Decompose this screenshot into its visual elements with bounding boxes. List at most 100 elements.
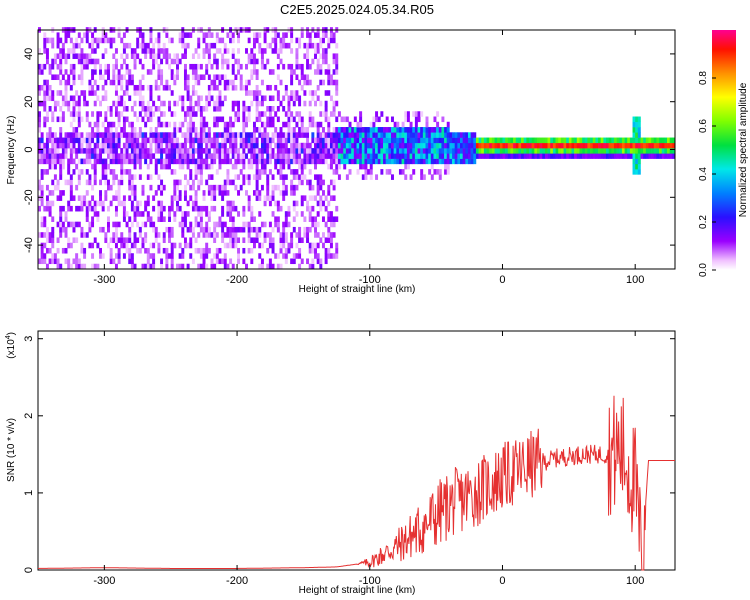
spectrogram-cell [321,53,325,59]
spectrogram-cell [629,137,633,144]
spectrogram-cell [223,142,227,149]
spectrogram-cell [290,237,294,244]
spectrogram-cell [478,153,482,159]
spectrogram-cell [231,84,235,91]
spectrogram-cell [213,253,217,259]
spectrogram-cell [72,158,76,165]
spectrogram-cell [383,158,386,165]
spectrogram-cell [207,137,211,144]
spectrogram-cell [231,179,235,186]
spectrogram-cell [292,95,296,102]
spectrogram-cell [85,205,89,212]
spectrogram-cell [271,263,275,270]
spectrogram-cell [274,216,278,222]
spectrogram-cell [398,158,402,165]
spectrogram-cell [202,190,206,196]
spectrogram-cell [521,142,525,149]
spectrogram-cell [526,148,530,154]
spectrogram-cell [210,158,214,165]
spectrogram-cell [669,137,673,144]
spectrogram-cell [128,232,132,238]
spectrogram-cell [542,142,546,149]
spectrogram-cell [45,142,49,149]
spectrogram-cell [425,148,429,154]
spectrogram-cell [237,258,241,265]
spectrogram-cell [51,242,55,249]
spectrogram-cell [295,253,299,259]
spectrogram-cell [523,142,527,149]
spectrogram-cell [574,137,578,144]
spectrogram-cell [300,195,304,201]
spectrogram-cell [83,232,87,238]
spectrogram-cell [51,90,55,96]
spectrogram-cell [242,127,246,133]
spectrogram-cell [122,74,126,81]
spectrogram-cell [170,195,174,201]
y-tick-label: 0 [23,146,35,152]
spectrogram-cell [152,258,156,265]
spectrogram-cell [292,205,296,212]
spectrogram-cell [226,211,230,217]
spectrogram-cell [114,232,118,238]
spectrogram-cell [133,142,137,149]
spectrogram-cell [250,205,254,212]
spectrogram-cell [292,148,296,154]
spectrogram-cell [104,116,108,123]
spectrogram-cell [149,84,153,91]
spectrogram-cell [183,195,187,201]
spectrogram-cell [128,195,132,201]
spectrogram-cell [146,200,150,207]
spectrogram-cell [165,79,169,86]
spectrogram-cell [181,247,185,254]
spectrogram-cell [64,211,68,217]
spectrogram-cell [279,190,283,196]
spectrogram-cell [122,106,126,112]
spectrogram-cell [300,258,304,265]
spectrogram-cell [157,69,161,75]
spectrogram-cell [93,100,97,107]
spectrogram-cell [51,116,55,123]
spectrogram-cell [351,127,355,133]
spectrogram-cell [199,153,203,159]
spectrogram-cell [425,153,429,159]
spectrogram-cell [276,169,280,175]
spectrogram-cell [321,111,325,117]
spectrogram-cell [189,153,193,159]
spectrogram-cell [247,132,251,138]
spectrogram-cell [659,148,663,154]
spectrogram-cell [245,121,248,128]
spectrogram-cell [38,179,41,186]
spectrogram-cell [489,142,493,149]
spectrogram-cell [205,63,209,70]
spectrogram-cell [526,142,530,149]
spectrogram-cell [96,200,100,207]
spectrogram-cell [138,58,142,65]
spectrogram-cell [64,148,68,154]
spectrogram-cell [263,142,267,149]
spectrogram-cell [181,211,185,217]
spectrogram-cell [284,190,288,196]
spectrogram-cell [523,148,527,154]
spectrogram-cell [170,148,174,154]
spectrogram-cell [85,211,89,217]
spectrogram-cell [154,106,158,112]
spectrogram-cell [178,32,182,38]
spectrogram-cell [223,42,227,49]
spectrogram-cell [311,216,315,222]
spectrogram-cell [343,116,347,123]
spectrogram-cell [197,106,201,112]
spectrogram-cell [191,106,195,112]
spectrogram-cell [584,142,588,149]
spectrogram-cell [263,137,267,144]
spectrogram-cell [391,127,394,133]
spectrogram-cell [637,158,641,165]
spectrogram-cell [542,153,546,159]
spectrogram-cell [298,37,302,44]
spectrogram-cell [165,148,169,154]
spectrogram-cell [165,58,169,65]
spectrogram-cell [72,95,76,102]
spectrogram-cell [215,169,219,175]
spectrogram-cell [489,137,493,144]
spectrogram-cell [186,132,190,138]
spectrogram-cell [114,90,118,96]
